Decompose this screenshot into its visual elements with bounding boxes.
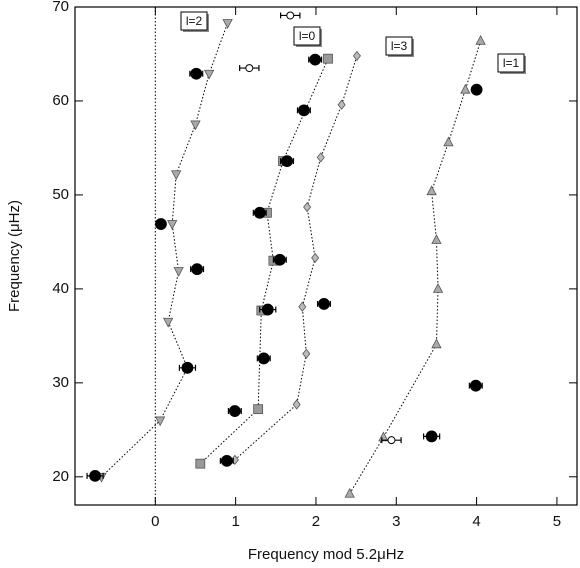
series-line: [349, 40, 482, 494]
data-point: [303, 201, 312, 213]
plot-area: [86, 7, 486, 505]
data-point: [443, 136, 454, 147]
data-point: [344, 487, 355, 498]
data-point: [352, 50, 361, 62]
data-point: [191, 263, 203, 276]
x-tick-label: 4: [472, 513, 480, 530]
series-label: l=3: [391, 39, 408, 53]
series-label: l=2: [186, 14, 203, 28]
x-tick-label: 1: [231, 513, 239, 530]
y-tick-label: 50: [52, 186, 69, 203]
x-tick-label: 2: [312, 513, 320, 530]
series-label-box: [497, 53, 525, 73]
data-point: [167, 220, 178, 230]
data-point: [281, 155, 293, 167]
data-point: [432, 283, 444, 293]
data-point: [286, 11, 295, 20]
data-point: [318, 298, 330, 310]
data-point: [228, 405, 241, 417]
series-label: l=0: [299, 29, 316, 43]
series-label-box: [385, 36, 413, 56]
data-point: [425, 430, 438, 443]
data-point: [311, 252, 320, 264]
data-point: [163, 317, 174, 328]
series-label: l=1: [503, 56, 520, 70]
y-axis-label: Frequency (μHz): [6, 200, 23, 312]
data-point: [475, 34, 486, 45]
data-point: [222, 19, 233, 29]
x-tick-label: 3: [392, 513, 400, 530]
y-tick-label: 40: [52, 280, 69, 297]
y-tick-label: 30: [52, 374, 69, 391]
data-point: [173, 267, 184, 277]
series-label-box: [180, 11, 208, 31]
data-point: [257, 352, 270, 365]
data-point: [431, 338, 442, 349]
data-point: [426, 185, 437, 196]
data-point: [323, 53, 333, 64]
data-point: [309, 53, 322, 66]
data-point: [298, 301, 307, 312]
data-point: [220, 454, 233, 467]
data-point: [387, 436, 396, 445]
series-label-box: [293, 26, 321, 46]
data-point: [195, 458, 206, 469]
data-point: [298, 104, 310, 117]
data-point: [253, 404, 264, 415]
data-point: [431, 234, 442, 244]
data-point: [203, 69, 215, 80]
y-tick-label: 60: [52, 92, 69, 109]
data-point: [469, 379, 482, 392]
x-tick-label: 0: [151, 513, 159, 530]
data-point: [89, 469, 101, 482]
data-point: [190, 67, 203, 80]
x-axis-label: Frequency mod 5.2μHz: [248, 546, 404, 563]
data-point: [181, 361, 194, 374]
data-point: [378, 431, 389, 442]
data-point: [460, 83, 471, 94]
plot-frame: [74, 6, 578, 506]
series-line: [234, 55, 358, 461]
series-line: [199, 58, 329, 465]
series-line: [101, 22, 229, 478]
data-point: [470, 83, 483, 96]
data-point: [190, 120, 201, 131]
data-point: [337, 99, 346, 110]
x-tick-label: 5: [553, 513, 561, 530]
y-tick-label: 70: [52, 0, 69, 15]
data-point: [261, 303, 274, 316]
data-point: [316, 152, 325, 163]
data-point: [155, 218, 167, 230]
data-point: [292, 399, 301, 410]
data-point: [171, 170, 182, 181]
data-point: [154, 416, 166, 427]
data-point: [245, 64, 254, 73]
y-tick-label: 20: [52, 468, 69, 485]
data-point: [302, 348, 311, 359]
data-point: [273, 253, 286, 266]
data-point: [253, 206, 266, 219]
